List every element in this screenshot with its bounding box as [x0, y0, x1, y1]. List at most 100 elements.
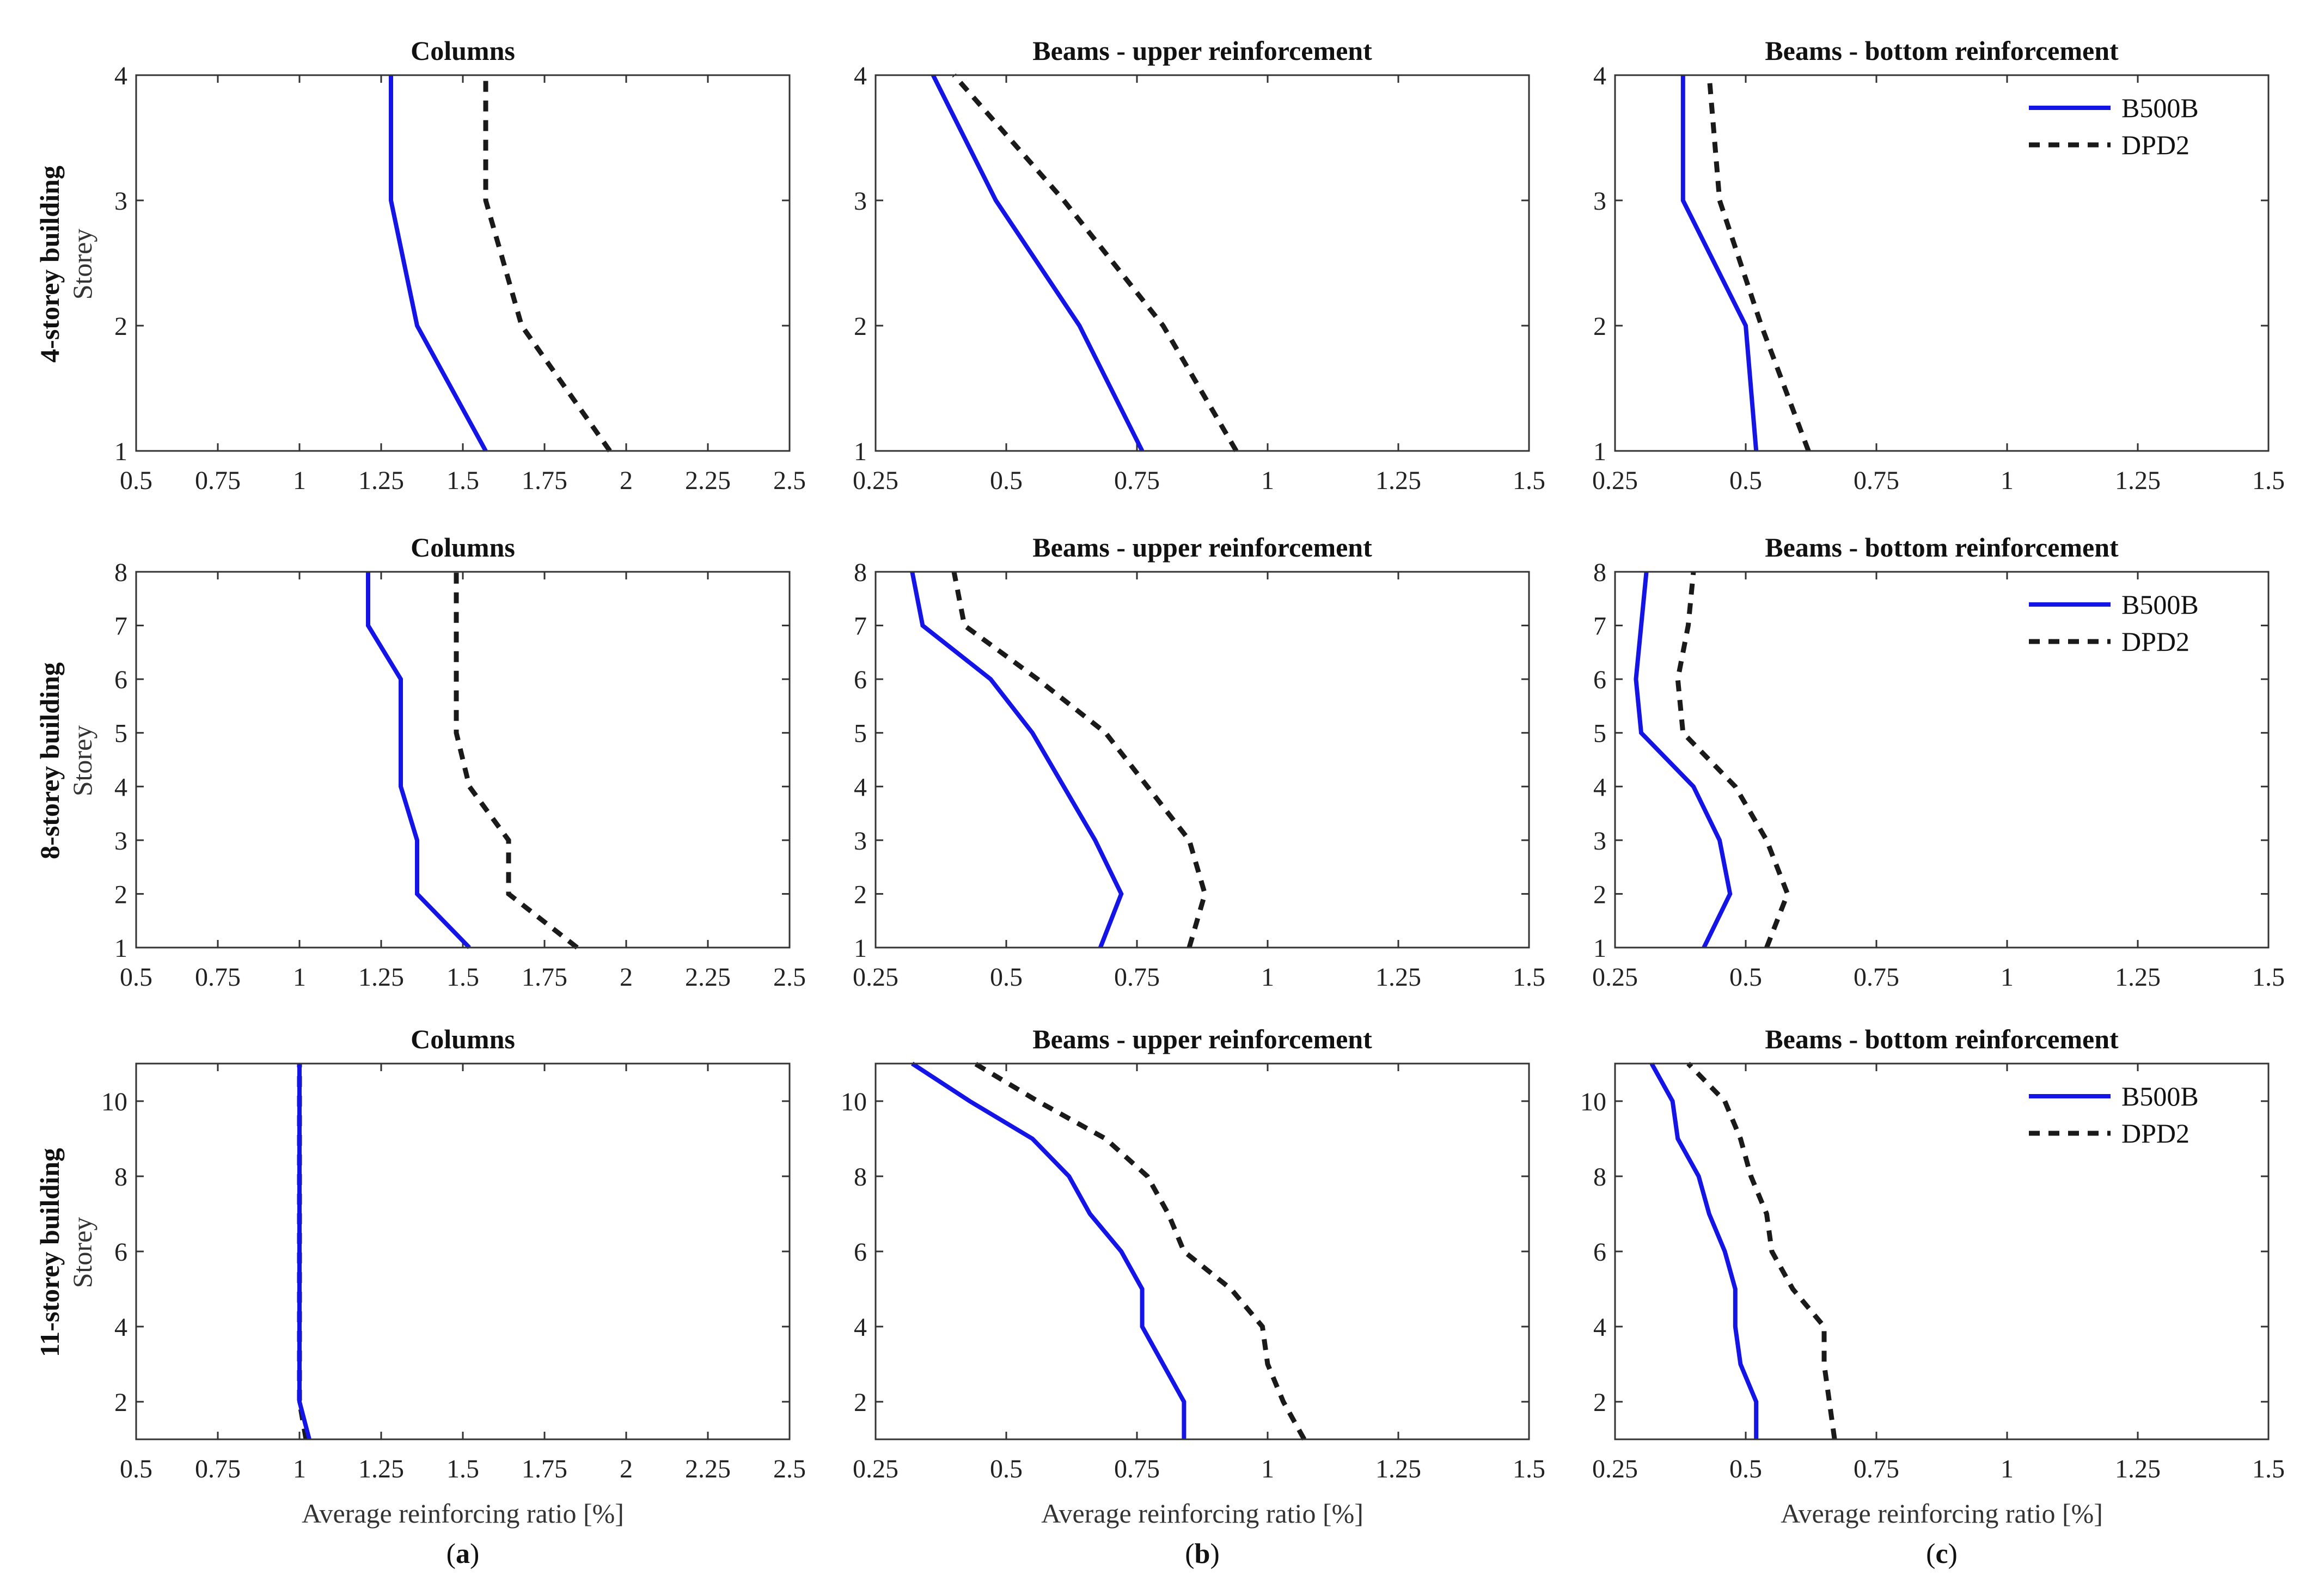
y-tick-label: 6 [1593, 665, 1606, 694]
y-tick-label: 3 [854, 187, 867, 216]
x-tick-label: 2.25 [685, 963, 731, 992]
y-tick-label: 4 [1593, 62, 1606, 90]
row-label-11storey: 11-storey building [34, 1148, 65, 1357]
plot-area: 0.5 0.75 1 1.25 1.5 1.75 2 2.25 2.5 1 2 3 4 [114, 62, 806, 495]
axes-frame [874, 74, 1530, 452]
series-line-b500b [910, 571, 1124, 949]
y-tick-label: 8 [114, 1163, 127, 1192]
y-tick-label: 6 [114, 1238, 127, 1267]
series-line-dpd2 [1675, 571, 1790, 949]
x-axis-label: Average reinforcing ratio [%] [1041, 1498, 1363, 1529]
series-line-b500b [366, 572, 471, 949]
row-label-8storey: 8-storey building [34, 662, 65, 859]
y-tick-label: 8 [1593, 558, 1606, 587]
y-tick-label: 2 [1593, 312, 1606, 341]
plot-area: 0.25 0.5 0.75 1 1.25 1.5 2 4 6 8 10 B500B DPD2 [1580, 1061, 2285, 1483]
panel-title: Beams - upper reinforcement [1032, 35, 1372, 66]
y-tick-label: 1 [1593, 934, 1606, 963]
y-axis-label: Storey [67, 725, 97, 797]
x-tick-label: 1.75 [522, 466, 567, 495]
axes-frame [135, 1062, 791, 1440]
panel-11storey-columns: Columns 0.5 0.75 1 1.25 1.5 1.75 2 2.25 2.5 2 4 6 8 1… [101, 1024, 806, 1483]
x-tick-label: 2.5 [773, 466, 806, 495]
y-tick-label: 7 [1593, 612, 1606, 641]
legend: B500B DPD2 [2029, 589, 2199, 657]
legend-label: B500B [2121, 589, 2199, 620]
panel-title: Columns [411, 532, 515, 563]
x-tick-label: 0.75 [1114, 466, 1160, 495]
x-tick-label: 1.5 [1513, 1455, 1545, 1483]
y-axis-label: Storey [67, 1217, 97, 1288]
x-tick-label: 0.5 [990, 1455, 1023, 1483]
y-tick-label: 1 [114, 437, 127, 466]
x-tick-label: 1.75 [522, 963, 567, 992]
x-tick-label: 0.25 [1592, 1455, 1638, 1483]
paren-close: ) [470, 1538, 479, 1569]
x-tick-label: 1 [293, 1455, 306, 1483]
y-tick-label: 6 [854, 665, 867, 694]
x-tick-label: 2.5 [773, 963, 806, 992]
x-tick-label: 0.75 [1114, 1455, 1160, 1483]
y-tick-label: 2 [114, 1388, 127, 1417]
panel-title: Beams - bottom reinforcement [1765, 1024, 2119, 1054]
panel-8storey-columns: Columns 0.5 0.75 1 1.25 1.5 1.75 2 2.25 2.5 1 2 3 4 5… [114, 532, 806, 992]
y-tick-label: 6 [854, 1238, 867, 1267]
plot-area: 0.25 0.5 0.75 1 1.25 1.5 2 4 6 8 10 [841, 1061, 1545, 1483]
x-tick-label: 1.25 [2115, 963, 2161, 992]
panel-11storey-beams-upper: Beams - upper reinforcement 0.25 0.5 0.75 1… [841, 1024, 1545, 1483]
legend-label: DPD2 [2121, 1118, 2190, 1149]
column-label-c: (c) [1926, 1538, 1958, 1569]
y-tick-label: 4 [1593, 1313, 1606, 1342]
plot-area: 0.25 0.5 0.75 1 1.25 1.5 1 2 3 4 [853, 62, 1545, 495]
x-tick-label: 0.75 [1854, 466, 1899, 495]
x-tick-label: 0.75 [1114, 963, 1160, 992]
y-tick-label: 8 [1593, 1163, 1606, 1192]
series-line-b500b [389, 75, 488, 452]
series-line-b500b [931, 74, 1145, 452]
axes-frame [1614, 1062, 2270, 1440]
panel-title: Beams - upper reinforcement [1032, 532, 1372, 563]
paren-close: ) [1210, 1538, 1219, 1569]
x-tick-label: 1.25 [358, 963, 404, 992]
y-tick-label: 1 [854, 934, 867, 963]
x-tick-label: 1.5 [2252, 1455, 2285, 1483]
y-tick-label: 4 [854, 773, 867, 802]
y-tick-label: 2 [1593, 1388, 1606, 1417]
panel-4storey-beams-bottom: Beams - bottom reinforcement 0.25 0.5 0.75… [1592, 35, 2285, 495]
y-tick-label: 1 [854, 437, 867, 466]
series-line-dpd2 [454, 572, 579, 950]
x-axis-label: Average reinforcing ratio [%] [1781, 1498, 2103, 1529]
x-tick-label: 1.5 [447, 466, 479, 495]
x-tick-label: 0.5 [990, 466, 1023, 495]
x-tick-label: 0.75 [195, 466, 241, 495]
series-line-b500b [297, 1064, 311, 1440]
x-tick-label: 0.5 [1729, 466, 1762, 495]
x-tick-label: 1.25 [358, 1455, 404, 1483]
x-tick-label: 0.25 [853, 1455, 898, 1483]
paren-open: ( [1185, 1538, 1194, 1569]
column-letter: b [1195, 1538, 1210, 1569]
y-tick-label: 10 [1580, 1088, 1606, 1116]
x-tick-label: 1.5 [2252, 466, 2285, 495]
plot-area: 0.25 0.5 0.75 1 1.25 1.5 1 2 3 4 5 6 7 8 [853, 558, 1545, 992]
y-tick-label: 10 [841, 1088, 867, 1116]
axes-frame [135, 74, 791, 452]
x-tick-label: 0.5 [120, 1455, 152, 1483]
series-line-dpd2 [974, 1061, 1307, 1441]
x-tick-label: 0.5 [120, 963, 152, 992]
column-letter: c [1935, 1538, 1948, 1569]
y-tick-label: 4 [854, 62, 867, 90]
y-tick-label: 3 [1593, 187, 1606, 216]
x-tick-label: 0.25 [853, 466, 898, 495]
x-tick-label: 1 [1261, 963, 1274, 992]
y-tick-label: 1 [114, 934, 127, 963]
x-tick-label: 0.25 [853, 963, 898, 992]
y-tick-label: 3 [114, 827, 127, 856]
plot-area: 0.25 0.5 0.75 1 1.25 1.5 1 2 3 4 B500B DPD2 [1592, 62, 2285, 495]
y-tick-label: 7 [854, 612, 867, 641]
x-tick-label: 2 [620, 466, 633, 495]
panel-4storey-columns: Columns 0.5 0.75 1 1.25 1.5 1.75 2 2.25 2.5 1 2 3 4 [114, 35, 806, 495]
series-line-b500b [1649, 1062, 1759, 1439]
axes-frame [1614, 74, 2270, 452]
legend-label: B500B [2121, 93, 2199, 123]
